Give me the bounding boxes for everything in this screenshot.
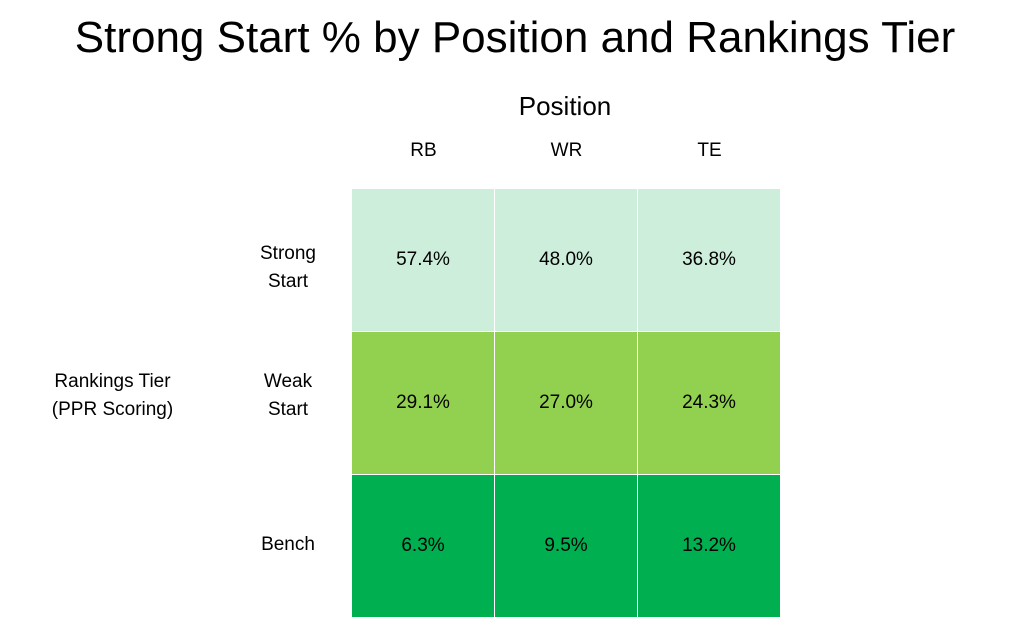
heatmap-cell-wr-row-1: 48.0%: [495, 189, 638, 332]
heatmap-cell-wr-row-3: 9.5%: [495, 475, 638, 618]
column-group-label: Position: [518, 91, 612, 121]
column-header-rb: RB: [410, 140, 437, 161]
row-header-bench: Bench: [240, 531, 336, 559]
row-group-label: Rankings Tier (PPR Scoring): [30, 368, 195, 424]
row-header-weak-start: Weak Start: [240, 368, 336, 424]
heatmap-cell-te-row-2: 24.3%: [638, 332, 781, 475]
heatmap-cell-rb-row-3: 6.3%: [352, 475, 495, 618]
row-header-line: Weak: [263, 371, 313, 392]
heatmap-cell-rb-row-1: 57.4%: [352, 189, 495, 332]
row-group-label-line-2: (PPR Scoring): [51, 399, 174, 420]
heatmap-cell-te-row-1: 36.8%: [638, 189, 781, 332]
row-header-line: Strong: [260, 243, 316, 264]
row-header-strong-start: Strong Start: [240, 240, 336, 296]
heatmap-cell-wr-row-2: 27.0%: [495, 332, 638, 475]
heatmap-cell-te-row-3: 13.2%: [638, 475, 781, 618]
column-header-wr: WR: [550, 140, 583, 161]
row-header-line: Bench: [261, 534, 315, 555]
row-header-line: Start: [267, 271, 309, 292]
heatmap-cell-rb-row-2: 29.1%: [352, 332, 495, 475]
row-header-line: Start: [267, 399, 309, 420]
chart-title: Strong Start % by Position and Rankings …: [74, 13, 956, 62]
column-header-te: TE: [697, 140, 722, 161]
row-group-label-line-1: Rankings Tier: [54, 371, 171, 392]
